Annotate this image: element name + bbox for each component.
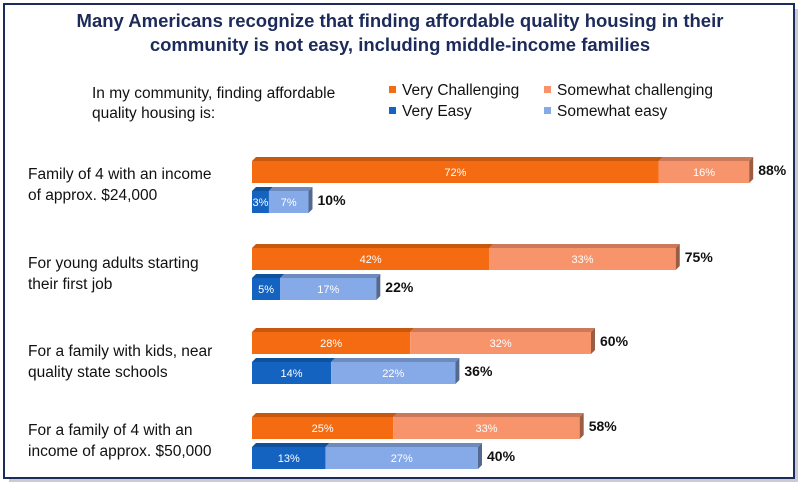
total-label-easy-0: 10% [318, 192, 347, 208]
segment-label-somewhat-easy-2: 22% [382, 368, 404, 380]
bar-very-easy-2 [252, 362, 332, 384]
frame-shadow-right [793, 9, 798, 481]
category-label-2: For a family with kids, near quality sta… [28, 341, 248, 383]
segment-label-somewhat-challenging-0: 16% [693, 167, 715, 179]
bar-top-face-somewhat-challenging-2 [410, 328, 595, 332]
bar-end-face-easy-1 [376, 274, 381, 300]
segment-label-very-challenging-1: 42% [360, 254, 382, 266]
total-label-easy-1: 22% [385, 279, 414, 295]
bar-somewhat-challenging-2 [410, 332, 591, 354]
question-label-line-1: In my community, finding affordable [92, 85, 336, 102]
legend-swatch-very-challenging [389, 86, 396, 93]
total-label-easy-2: 36% [464, 363, 493, 379]
bar-top-face-very-easy-3 [252, 443, 330, 447]
bar-somewhat-challenging-0 [658, 161, 750, 183]
bar-end-face-challenging-1 [675, 244, 680, 270]
bar-end-face-easy-3 [478, 443, 482, 469]
chart-frame [3, 3, 795, 479]
category-label-0-line-2: of approx. $24,000 [28, 187, 158, 204]
segment-label-very-easy-2: 14% [281, 368, 303, 380]
legend-label-somewhat-easy: Somewhat easy [557, 103, 668, 120]
bar-very-easy-1 [252, 278, 281, 300]
bar-somewhat-easy-1 [280, 278, 377, 300]
segment-label-very-easy-3: 13% [278, 453, 300, 465]
bar-top-face-somewhat-easy-2 [331, 358, 460, 362]
bar-very-challenging-1 [252, 248, 490, 270]
bar-end-face-challenging-2 [591, 328, 595, 354]
category-label-2-line-1: For a family with kids, near [28, 343, 213, 360]
question-label-line-2: quality housing is: [92, 105, 216, 122]
chart-title: Many Americans recognize that finding af… [10, 9, 790, 57]
bar-very-challenging-2 [252, 332, 411, 354]
chart-title-line-2: community is not easy, including middle-… [149, 34, 651, 55]
segment-label-somewhat-challenging-1: 33% [572, 254, 594, 266]
chart-title-line-1: Many Americans recognize that finding af… [76, 10, 724, 31]
bar-somewhat-easy-0 [268, 191, 309, 213]
segment-label-somewhat-challenging-3: 33% [475, 423, 497, 435]
legend-item-very-easy: Very Easy [389, 103, 472, 121]
bar-end-face-challenging-3 [579, 413, 584, 439]
bar-top-face-very-challenging-3 [252, 413, 398, 417]
bar-very-challenging-3 [252, 417, 394, 439]
legend-swatch-very-easy [389, 107, 396, 114]
category-label-1-line-2: their first job [28, 276, 113, 293]
question-label: In my community, finding affordable qual… [92, 84, 392, 124]
bar-end-face-easy-2 [455, 358, 460, 384]
bar-top-face-somewhat-easy-1 [280, 274, 381, 278]
bar-top-face-somewhat-challenging-1 [489, 244, 680, 248]
legend-swatch-somewhat-challenging [544, 86, 551, 93]
bar-very-easy-0 [252, 191, 269, 213]
segment-label-very-challenging-0: 72% [444, 167, 466, 179]
category-label-0: Family of 4 with an income of approx. $2… [28, 164, 248, 206]
legend-label-very-easy: Very Easy [402, 103, 472, 120]
bar-very-challenging-0 [252, 161, 659, 183]
bar-top-face-somewhat-challenging-0 [658, 157, 754, 161]
segment-label-very-challenging-2: 28% [320, 338, 342, 350]
category-label-3: For a family of 4 with an income of appr… [28, 420, 248, 462]
segment-label-very-challenging-3: 25% [312, 423, 334, 435]
bar-somewhat-challenging-1 [489, 248, 676, 270]
legend-item-very-challenging: Very Challenging [389, 82, 519, 100]
legend-swatch-somewhat-easy [544, 107, 551, 114]
category-label-1-line-1: For young adults starting [28, 255, 199, 272]
total-label-challenging-2: 60% [600, 333, 629, 349]
total-label-challenging-0: 88% [758, 162, 787, 178]
segment-label-somewhat-challenging-2: 32% [490, 338, 512, 350]
legend-label-somewhat-challenging: Somewhat challenging [557, 82, 713, 99]
bar-top-face-very-challenging-0 [252, 157, 663, 161]
total-label-easy-3: 40% [487, 448, 516, 464]
bar-end-face-challenging-0 [749, 157, 754, 183]
category-label-2-line-2: quality state schools [28, 364, 168, 381]
bar-top-face-somewhat-easy-3 [325, 443, 482, 447]
segment-label-very-easy-0: 3% [253, 197, 269, 209]
segment-label-somewhat-easy-3: 27% [391, 453, 413, 465]
bar-somewhat-challenging-3 [393, 417, 580, 439]
bar-somewhat-easy-3 [325, 447, 478, 469]
total-label-challenging-1: 75% [685, 249, 714, 265]
bar-top-face-somewhat-easy-0 [268, 187, 313, 191]
segment-label-very-easy-1: 5% [258, 284, 274, 296]
bar-end-face-easy-0 [308, 187, 313, 213]
segment-label-somewhat-easy-1: 17% [317, 284, 339, 296]
bar-top-face-very-challenging-2 [252, 328, 415, 332]
legend-item-somewhat-easy: Somewhat easy [544, 103, 667, 121]
bar-top-face-somewhat-challenging-3 [393, 413, 584, 417]
category-label-3-line-2: income of approx. $50,000 [28, 443, 212, 460]
legend-item-somewhat-challenging: Somewhat challenging [544, 82, 713, 100]
category-label-0-line-1: Family of 4 with an income [28, 166, 212, 183]
frame-shadow-bottom [9, 477, 798, 482]
category-label-3-line-1: For a family of 4 with an [28, 422, 193, 439]
bar-very-easy-3 [252, 447, 326, 469]
category-label-1: For young adults starting their first jo… [28, 253, 248, 295]
bar-top-face-very-challenging-1 [252, 244, 494, 248]
legend-label-very-challenging: Very Challenging [402, 82, 520, 99]
bar-somewhat-easy-2 [331, 362, 456, 384]
total-label-challenging-3: 58% [589, 418, 618, 434]
bar-top-face-very-easy-0 [252, 187, 273, 191]
segment-label-somewhat-easy-0: 7% [281, 197, 297, 209]
bar-top-face-very-easy-2 [252, 358, 336, 362]
bar-top-face-very-easy-1 [252, 274, 285, 278]
